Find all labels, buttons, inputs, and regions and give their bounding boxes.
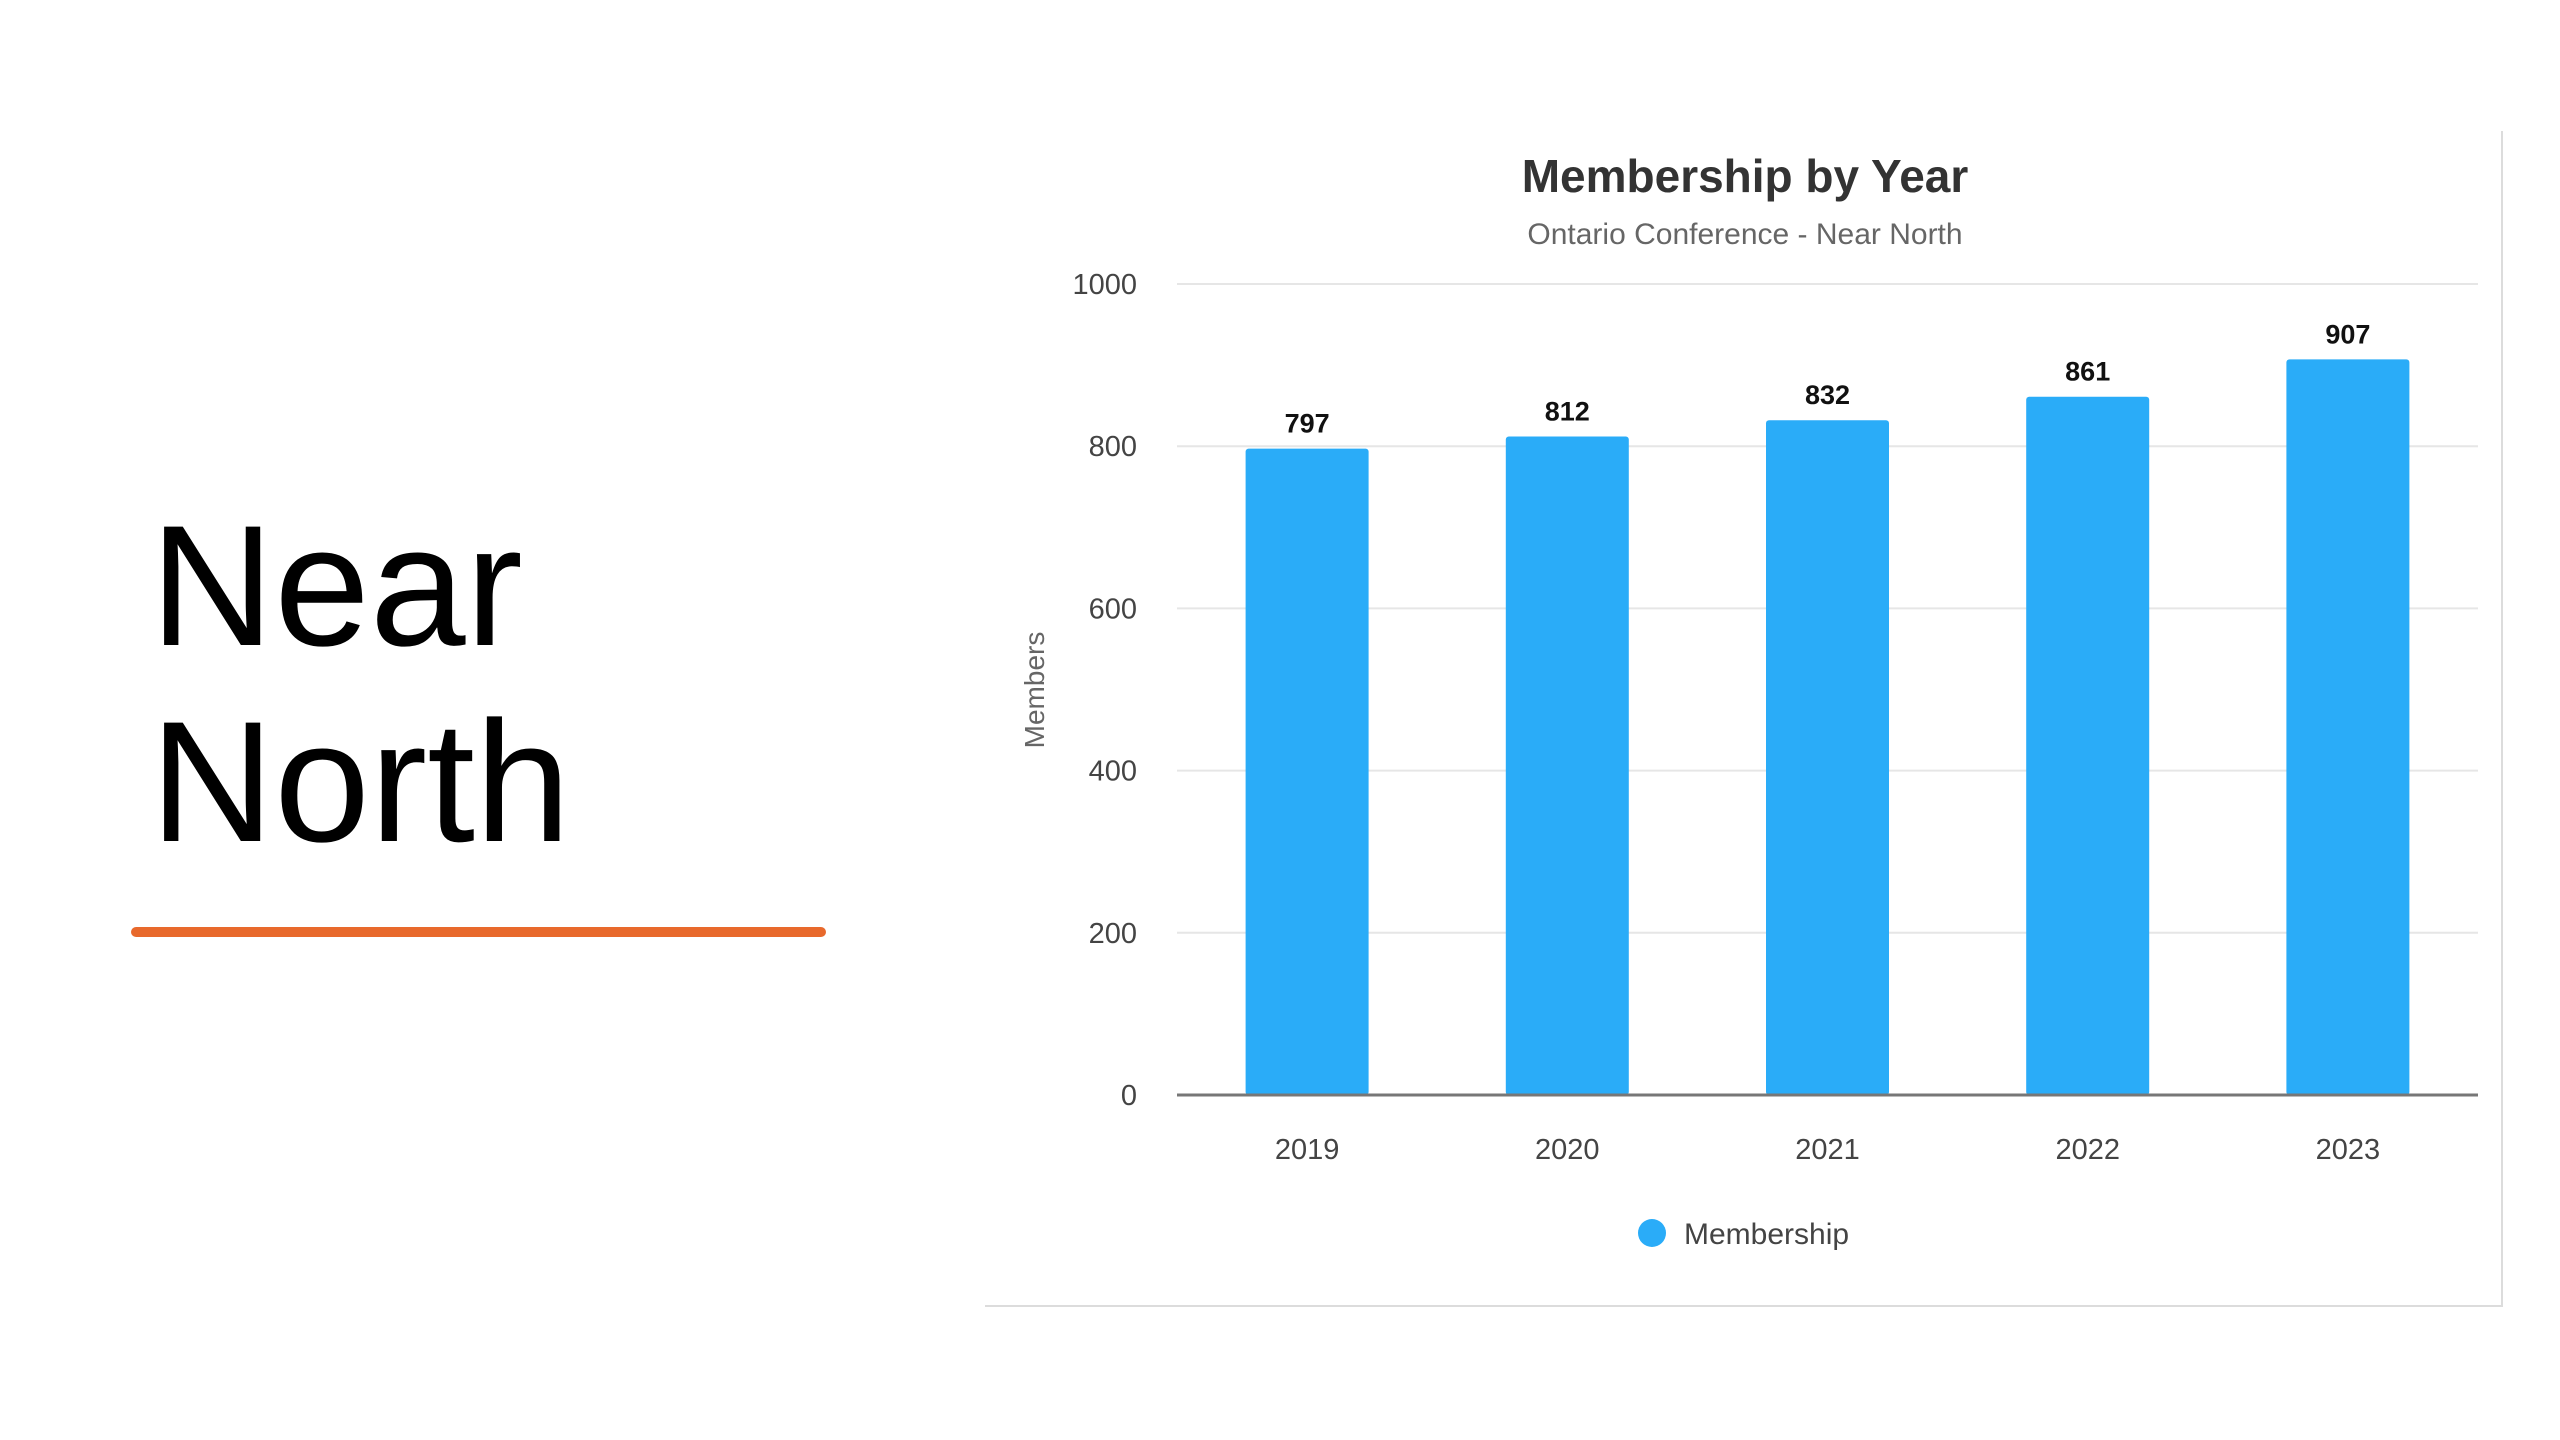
heading-line-2: North — [150, 686, 571, 878]
x-tick-label: 2022 — [2055, 1134, 2120, 1166]
bar-2023 — [2286, 359, 2410, 1096]
y-tick-label: 800 — [1089, 431, 1137, 463]
y-tick-label: 400 — [1089, 756, 1137, 788]
y-tick-label: 1000 — [1072, 269, 1137, 301]
bar-2020 — [1505, 436, 1629, 1095]
data-label: 812 — [1545, 396, 1590, 426]
heading-line-1: Near — [150, 490, 523, 682]
legend: Membership — [1638, 1218, 1849, 1251]
data-label: 832 — [1805, 380, 1850, 410]
legend-label: Membership — [1684, 1218, 1849, 1251]
x-tick-label: 2020 — [1535, 1134, 1600, 1166]
chart-subtitle: Ontario Conference - Near North — [1527, 218, 1962, 251]
x-tick-label: 2019 — [1275, 1134, 1340, 1166]
data-label: 861 — [2065, 357, 2110, 387]
y-axis-label: Members — [1019, 632, 1050, 749]
slide-heading: Near North — [150, 488, 571, 880]
y-tick-label: 600 — [1089, 593, 1137, 625]
data-label: 797 — [1285, 409, 1330, 439]
bar-2021 — [1766, 420, 1889, 1095]
bar-2022 — [2026, 396, 2150, 1095]
chart-title: Membership by Year — [1522, 150, 1969, 202]
bar-2019 — [1245, 448, 1369, 1095]
x-tick-label: 2021 — [1795, 1134, 1860, 1166]
accent-divider — [131, 927, 826, 937]
data-label: 907 — [2325, 319, 2370, 349]
y-tick-label: 0 — [1121, 1080, 1137, 1112]
x-tick-label: 2023 — [2316, 1134, 2381, 1166]
legend-marker — [1638, 1219, 1666, 1247]
chart-frame — [985, 131, 2503, 1307]
y-tick-label: 200 — [1089, 918, 1137, 950]
